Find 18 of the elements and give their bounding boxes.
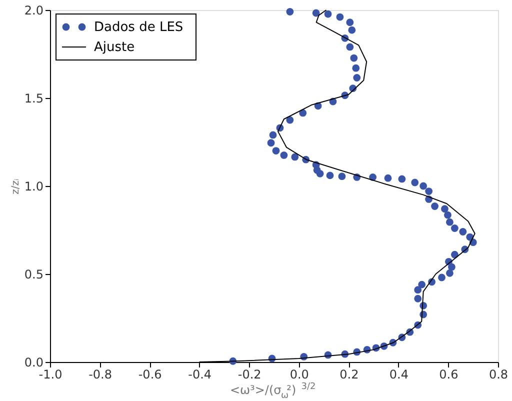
x-tick-label: -0.8: [88, 368, 112, 382]
x-tick-label: 0.4: [389, 368, 408, 382]
y-tick-label: 2.0: [24, 4, 44, 18]
y-tick-label: 1.5: [24, 92, 44, 106]
y-tick-label: 1.0: [24, 180, 44, 194]
x-tick-label: -0.4: [188, 368, 212, 382]
x-tick-label: 0.8: [488, 368, 508, 382]
y-tick-label: 0.5: [24, 268, 44, 282]
x-tick-label: 0.0: [290, 368, 309, 382]
legend-label: Ajuste: [94, 40, 135, 55]
x-tick-label: -0.2: [238, 368, 262, 382]
y-axis-title: z/zᵢ: [10, 178, 22, 194]
x-tick-label: -0.6: [138, 368, 162, 382]
y-tick-label: 0.0: [24, 356, 44, 370]
legend-label: Dados de LES: [94, 20, 184, 35]
x-tick-label: -1.0: [38, 368, 62, 382]
x-tick-label: 0.2: [340, 368, 359, 382]
x-tick-label: 0.6: [439, 368, 458, 382]
